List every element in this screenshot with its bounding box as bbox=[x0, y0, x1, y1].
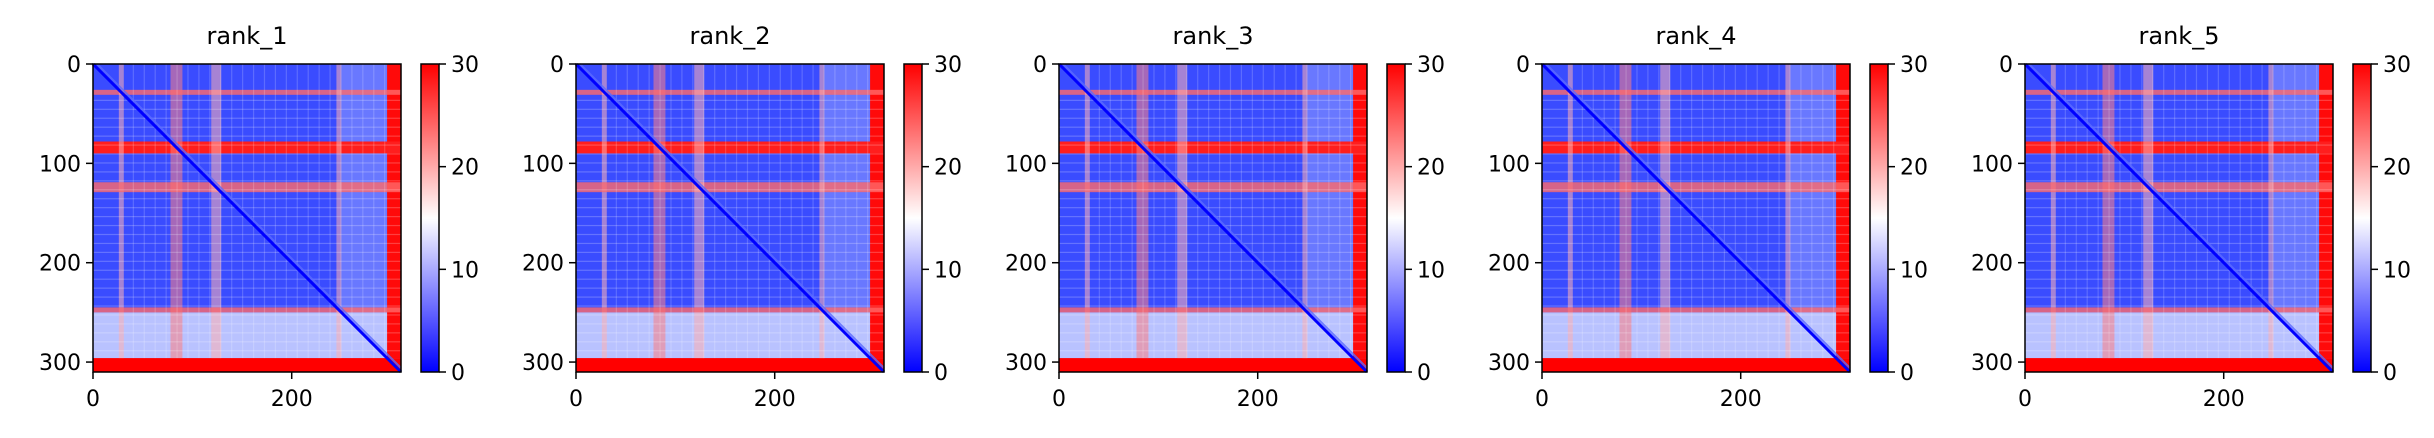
x-tick-label: 0 bbox=[86, 387, 100, 412]
colorbar bbox=[420, 63, 440, 373]
y-tick-label: 300 bbox=[1488, 351, 1530, 376]
colorbar-tick-label: 30 bbox=[1417, 53, 1445, 78]
colorbar bbox=[1869, 63, 1889, 373]
colorbar-tick-label: 30 bbox=[2383, 53, 2411, 78]
heatmap-image bbox=[574, 62, 886, 374]
y-tick-label: 100 bbox=[39, 152, 81, 177]
x-tick-label: 200 bbox=[754, 387, 796, 412]
colorbar-tick-label: 10 bbox=[451, 258, 479, 283]
colorbar-tick-label: 20 bbox=[1417, 156, 1445, 181]
axes-frame bbox=[575, 63, 885, 373]
colorbar bbox=[903, 63, 923, 373]
panel-title: rank_3 bbox=[1173, 22, 1254, 50]
colorbar-tick-label: 20 bbox=[2383, 156, 2411, 181]
y-tick-label: 0 bbox=[1999, 53, 2013, 78]
colorbar-tick-label: 0 bbox=[1417, 361, 1431, 386]
colorbar-tick-label: 20 bbox=[451, 156, 479, 181]
colorbar-tick-label: 30 bbox=[1900, 53, 1928, 78]
y-tick-label: 300 bbox=[39, 351, 81, 376]
x-tick-label: 0 bbox=[1535, 387, 1549, 412]
colorbar-tick-label: 10 bbox=[1900, 258, 1928, 283]
x-tick-label: 200 bbox=[1720, 387, 1762, 412]
panel-title: rank_4 bbox=[1656, 22, 1737, 50]
heatmap-image bbox=[91, 62, 403, 374]
x-tick-label: 200 bbox=[2203, 387, 2245, 412]
colorbar-tick-label: 10 bbox=[1417, 258, 1445, 283]
y-tick-label: 200 bbox=[1971, 252, 2013, 277]
y-tick-label: 0 bbox=[1516, 53, 1530, 78]
colorbar-tick-label: 0 bbox=[1900, 361, 1914, 386]
y-tick-label: 200 bbox=[1005, 252, 1047, 277]
colorbar-tick-label: 0 bbox=[2383, 361, 2397, 386]
heatmap-image bbox=[2023, 62, 2335, 374]
y-tick-label: 300 bbox=[1005, 351, 1047, 376]
x-tick-label: 0 bbox=[569, 387, 583, 412]
colorbar-tick-label: 30 bbox=[451, 53, 479, 78]
panel-title: rank_2 bbox=[690, 22, 771, 50]
y-tick-label: 0 bbox=[550, 53, 564, 78]
y-tick-label: 200 bbox=[1488, 252, 1530, 277]
heatmap-image bbox=[1057, 62, 1369, 374]
x-tick-label: 200 bbox=[1237, 387, 1279, 412]
y-tick-label: 0 bbox=[1033, 53, 1047, 78]
y-tick-label: 0 bbox=[67, 53, 81, 78]
colorbar-tick-label: 0 bbox=[451, 361, 465, 386]
colorbar-tick-label: 30 bbox=[934, 53, 962, 78]
axes-frame bbox=[2024, 63, 2334, 373]
colorbar bbox=[2352, 63, 2372, 373]
y-tick-label: 200 bbox=[39, 252, 81, 277]
colorbar bbox=[1386, 63, 1406, 373]
colorbar-tick-label: 10 bbox=[934, 258, 962, 283]
x-tick-label: 0 bbox=[1052, 387, 1066, 412]
panel-title: rank_1 bbox=[207, 22, 288, 50]
y-tick-label: 100 bbox=[522, 152, 564, 177]
y-tick-label: 300 bbox=[522, 351, 564, 376]
y-tick-label: 100 bbox=[1488, 152, 1530, 177]
axes-frame bbox=[92, 63, 402, 373]
colorbar-tick-label: 10 bbox=[2383, 258, 2411, 283]
axes-frame bbox=[1541, 63, 1851, 373]
colorbar-tick-label: 20 bbox=[934, 156, 962, 181]
y-tick-label: 100 bbox=[1971, 152, 2013, 177]
x-tick-label: 0 bbox=[2018, 387, 2032, 412]
heatmap-image bbox=[1540, 62, 1852, 374]
colorbar-tick-label: 20 bbox=[1900, 156, 1928, 181]
colorbar-tick-label: 0 bbox=[934, 361, 948, 386]
y-tick-label: 300 bbox=[1971, 351, 2013, 376]
y-tick-label: 200 bbox=[522, 252, 564, 277]
panel-title: rank_5 bbox=[2139, 22, 2220, 50]
y-tick-label: 100 bbox=[1005, 152, 1047, 177]
x-tick-label: 200 bbox=[271, 387, 313, 412]
axes-frame bbox=[1058, 63, 1368, 373]
